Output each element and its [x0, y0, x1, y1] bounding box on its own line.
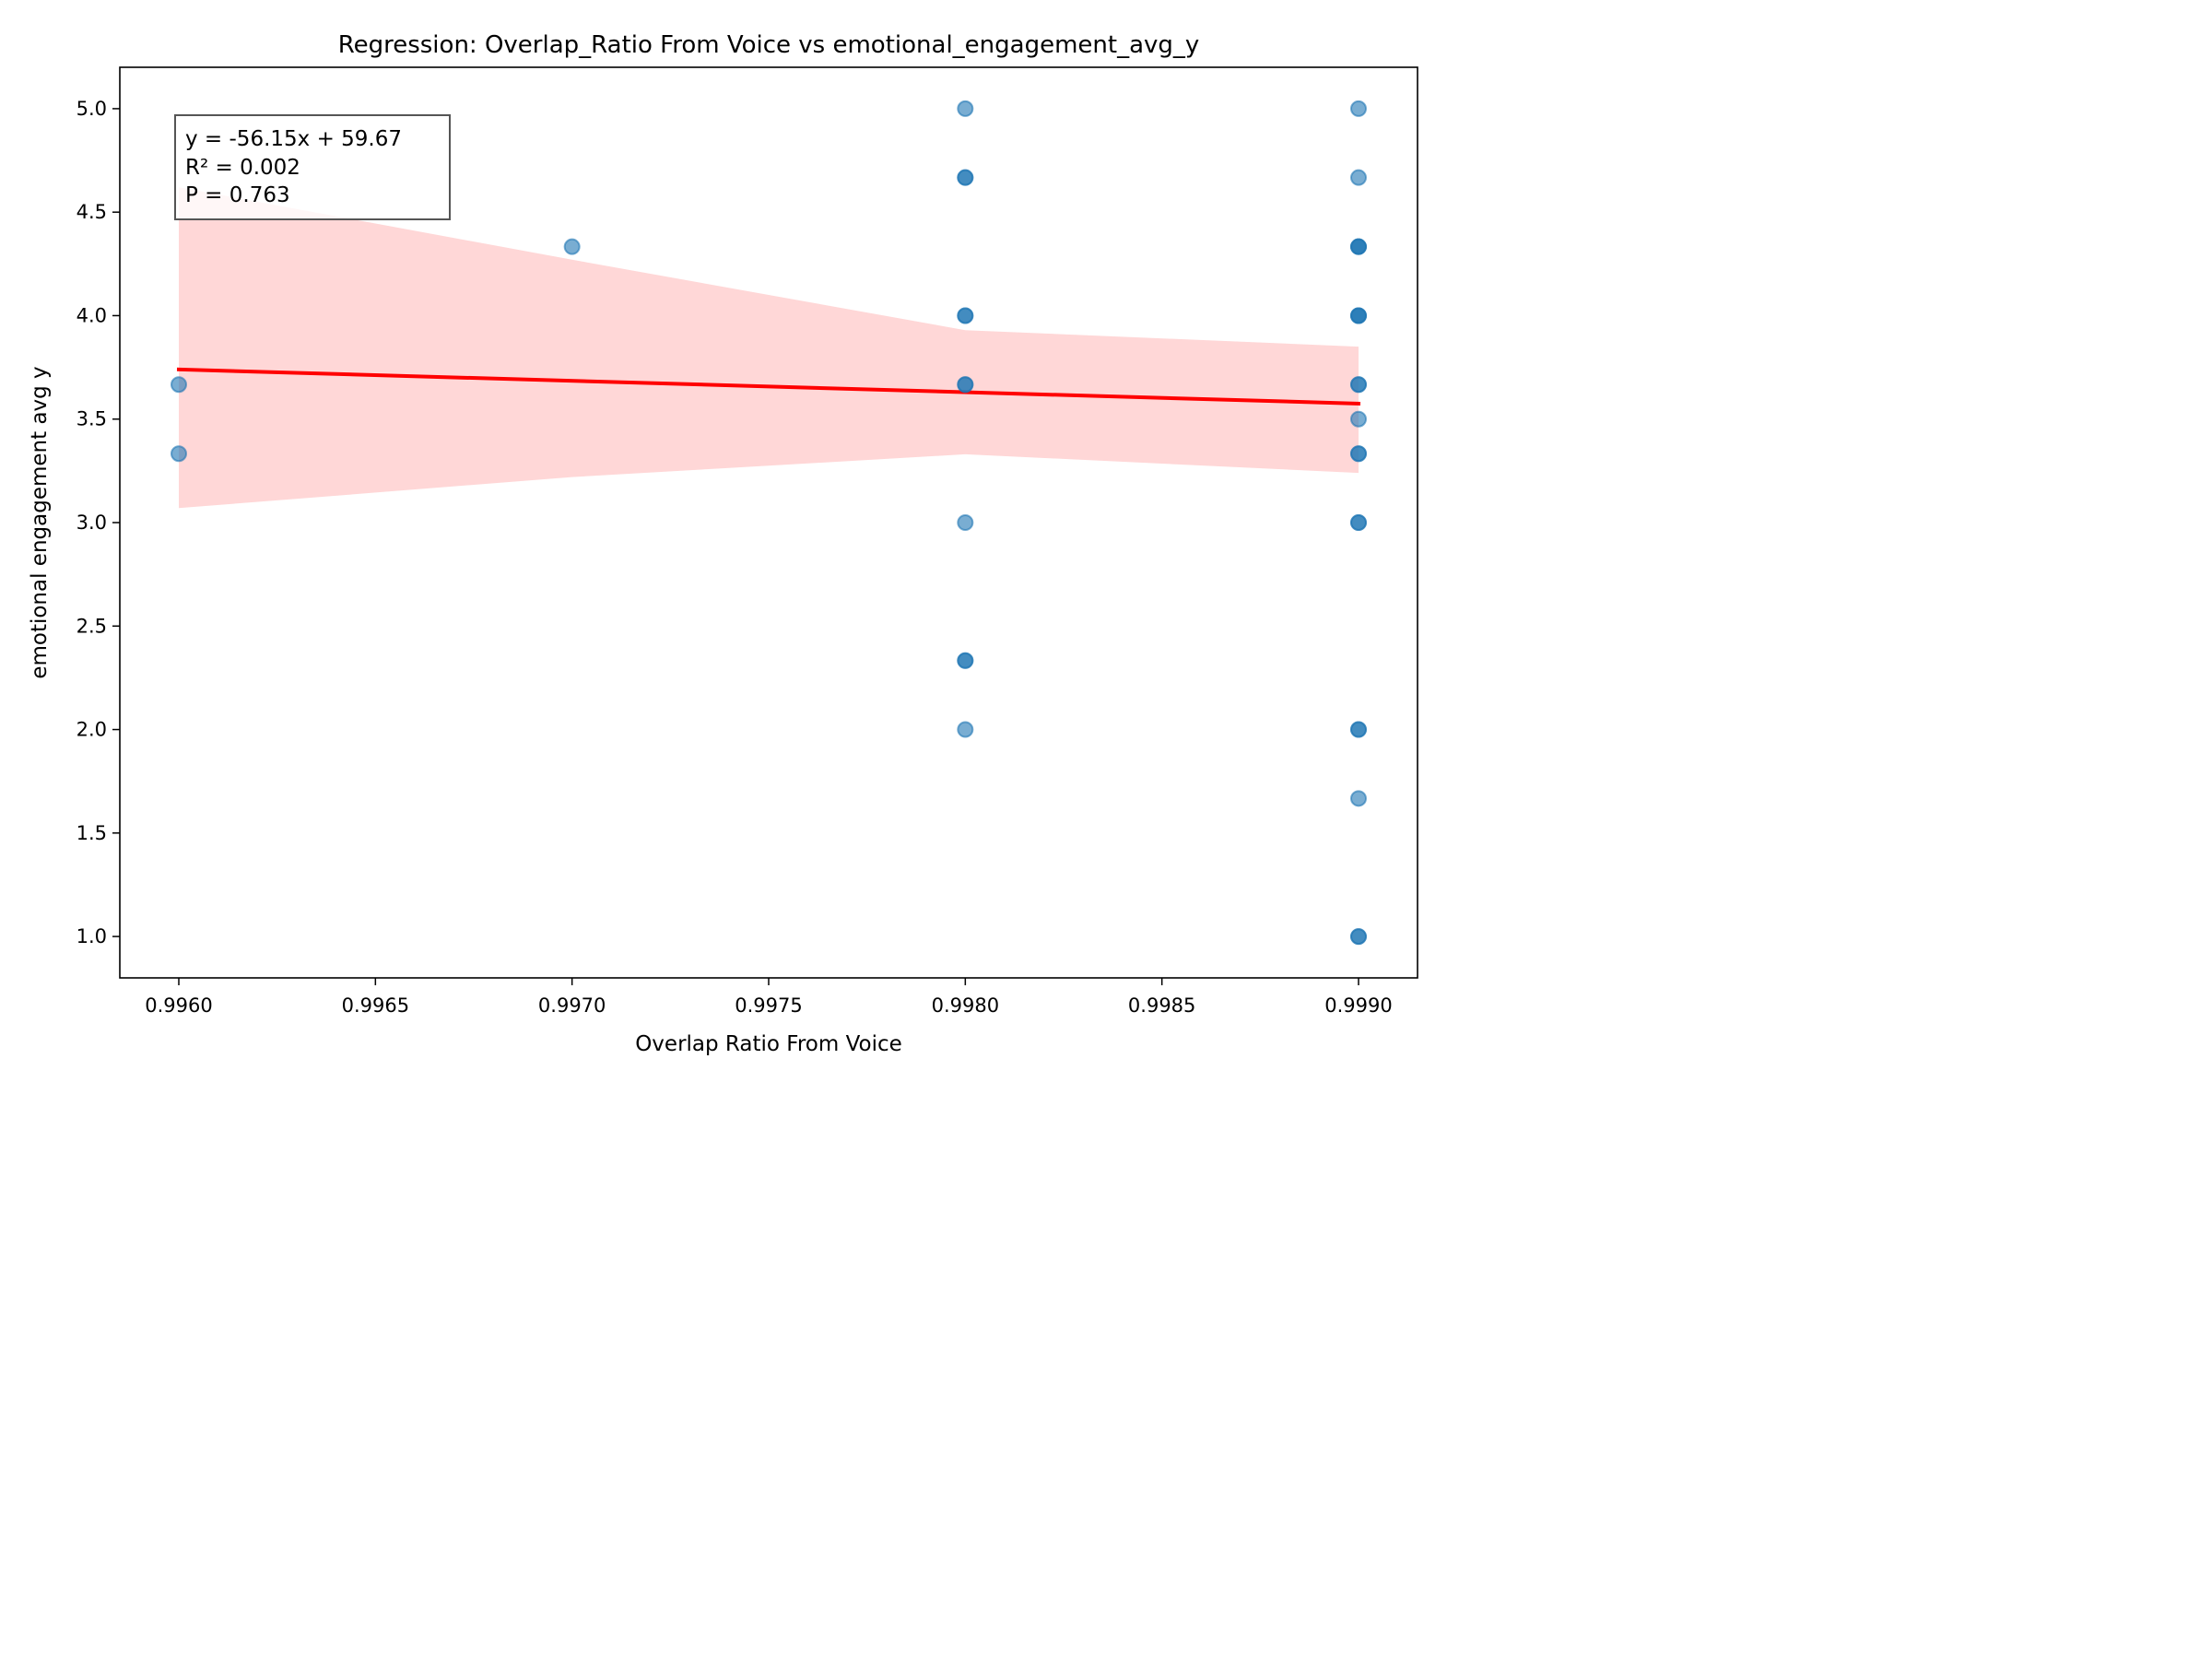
r-squared-text: R² = 0.002 [185, 156, 300, 180]
scatter-point [1350, 514, 1367, 531]
x-tick-label: 0.9960 [145, 994, 212, 1017]
x-tick-label: 0.9965 [342, 994, 409, 1017]
scatter-point [563, 238, 581, 255]
y-axis-ticks: 1.0 1.5 2.0 2.5 3.0 3.5 4.0 4.5 5.0 [76, 98, 120, 947]
scatter-point [1350, 238, 1367, 255]
chart-title: Regression: Overlap_Ratio From Voice vs … [338, 31, 1200, 59]
y-tick-label: 4.5 [76, 201, 107, 223]
scatter-point [1350, 410, 1367, 428]
x-tick-label: 0.9975 [735, 994, 802, 1017]
regression-stats-box: y = -56.15x + 59.67 R² = 0.002 P = 0.763 [174, 114, 451, 220]
scatter-point [957, 652, 974, 669]
scatter-point [1350, 169, 1367, 186]
x-tick-label: 0.9990 [1324, 994, 1392, 1017]
y-axis-label: emotional engagement avg y [28, 366, 52, 678]
y-tick-label: 3.5 [76, 408, 107, 430]
x-axis-label: Overlap Ratio From Voice [635, 1032, 902, 1056]
scatter-point [171, 445, 187, 463]
scatter-point [1350, 928, 1367, 946]
x-tick-label: 0.9980 [932, 994, 999, 1017]
regression-line-layer [176, 367, 1361, 406]
y-tick-label: 4.0 [76, 304, 107, 326]
scatter-point [957, 169, 974, 186]
confidence-band-layer [179, 187, 1359, 509]
x-tick-label: 0.9970 [538, 994, 606, 1017]
scatter-point [171, 376, 187, 394]
scatter-point [1350, 790, 1367, 807]
scatter-point [957, 376, 974, 394]
scatter-point [957, 307, 974, 324]
regression-line [176, 367, 1361, 406]
y-tick-label: 3.0 [76, 512, 107, 534]
scatter-points-layer [171, 100, 1367, 946]
x-axis-ticks: 0.9960 0.9965 0.9970 0.9975 0.9980 0.9985 0.99… [145, 978, 1393, 1017]
confidence-band [179, 187, 1359, 509]
x-tick-label: 0.9985 [1128, 994, 1195, 1017]
stats-box-frame [174, 114, 451, 220]
y-tick-label: 5.0 [76, 98, 107, 120]
scatter-point [1350, 721, 1367, 738]
scatter-point [1350, 307, 1367, 324]
scatter-point [957, 721, 974, 738]
scatter-point [1350, 445, 1367, 463]
equation-text: y = -56.15x + 59.67 [185, 127, 402, 151]
scatter-point [957, 100, 974, 117]
y-tick-label: 2.5 [76, 615, 107, 637]
scatter-point [1350, 100, 1367, 117]
y-tick-label: 2.0 [76, 719, 107, 741]
y-tick-label: 1.5 [76, 822, 107, 844]
scatter-point [1350, 376, 1367, 394]
scatter-point [957, 514, 974, 531]
y-tick-label: 1.0 [76, 925, 107, 947]
p-value-text: P = 0.763 [185, 183, 290, 207]
regression-chart: Regression: Overlap_Ratio From Voice vs … [0, 0, 1438, 1078]
